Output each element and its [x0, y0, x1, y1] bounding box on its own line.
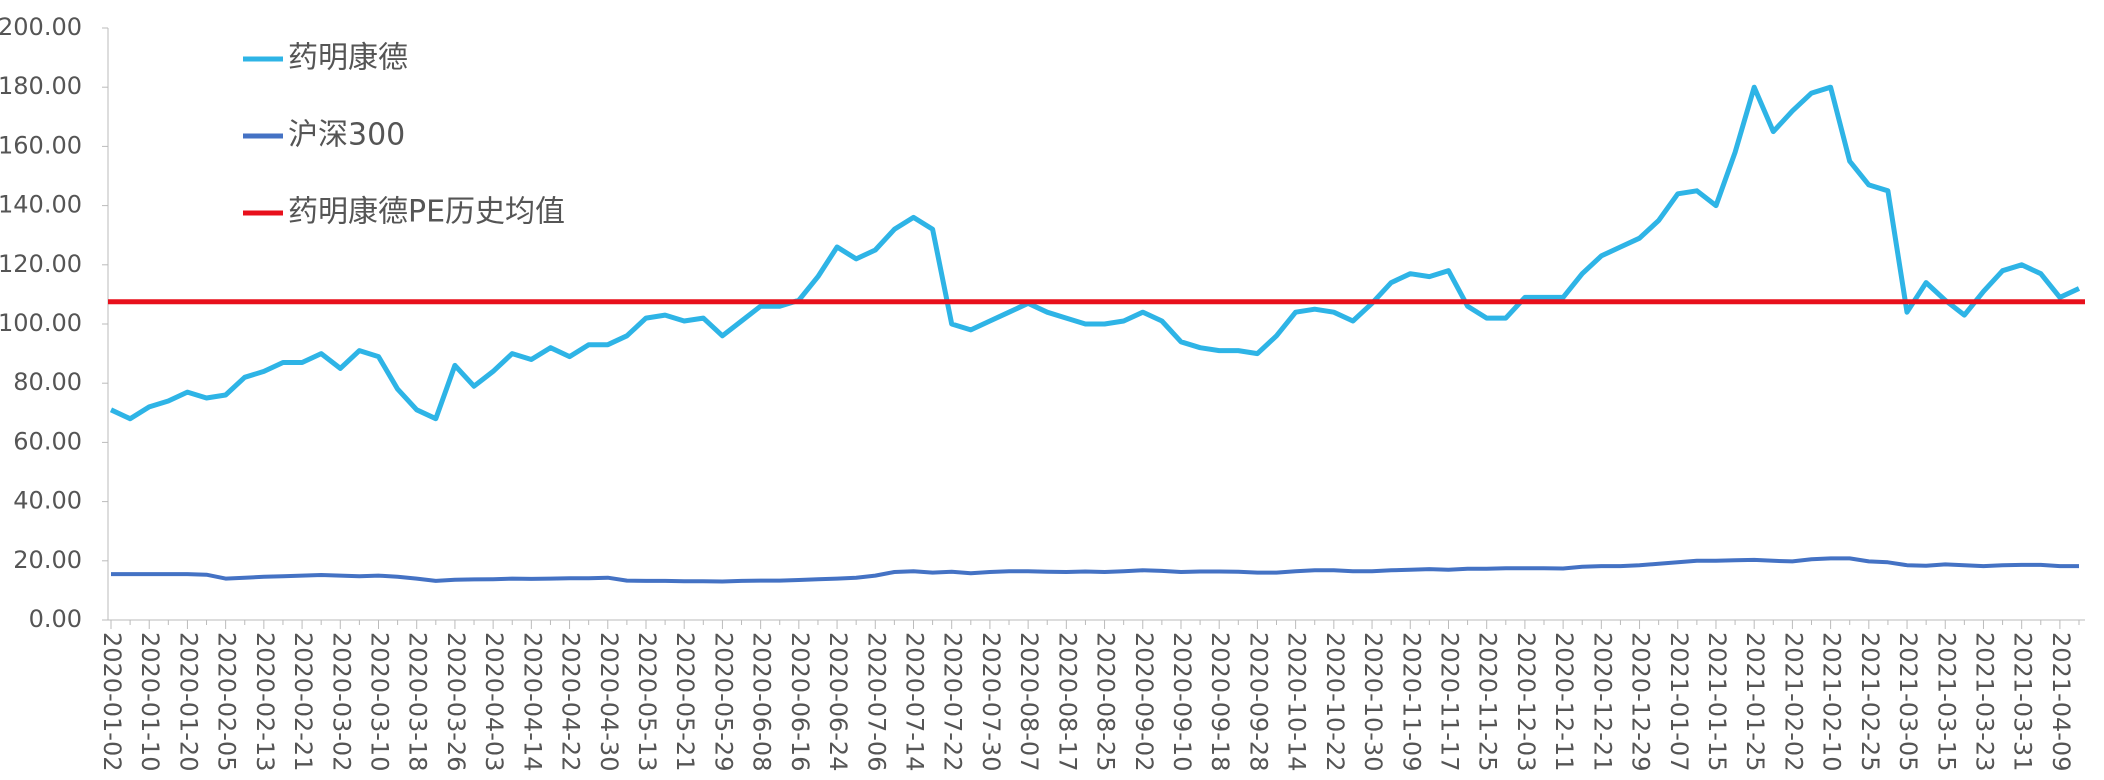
y-tick-label: 20.00: [13, 546, 82, 574]
x-tick-label: 2020-04-14: [518, 632, 546, 771]
x-tick-label: 2021-01-15: [1703, 632, 1731, 771]
x-tick-label: 2020-03-02: [327, 632, 355, 771]
x-tick-label: 2020-02-13: [251, 632, 279, 771]
x-tick-label: 2021-03-31: [2009, 632, 2037, 771]
y-tick-label: 140.00: [0, 191, 82, 219]
x-tick-label: 2020-09-02: [1130, 632, 1158, 771]
x-tick-label: 2020-10-30: [1359, 632, 1387, 771]
x-tick-label: 2020-12-11: [1550, 632, 1578, 771]
x-tick-label: 2020-02-21: [289, 632, 317, 771]
x-tick-label: 2020-04-22: [557, 632, 585, 771]
legend-label: 药明康德PE历史均值: [288, 195, 565, 230]
data-line: [109, 84, 2081, 422]
x-tick-label: 2020-05-29: [709, 632, 737, 771]
x-tick-label: 2021-01-25: [1741, 632, 1769, 771]
x-tick-label: 2021-03-15: [1932, 632, 1960, 771]
x-tick-label: 2020-10-14: [1283, 632, 1311, 771]
x-tick-label: 2020-08-17: [1053, 632, 1081, 771]
data-line: [111, 556, 2079, 584]
legend-label: 沪深300: [288, 118, 405, 153]
y-tick-label: 0.00: [29, 605, 82, 633]
y-tick-label: 200.00: [0, 13, 82, 41]
x-tick-label: 2021-02-25: [1856, 632, 1884, 771]
x-tick-label: 2020-06-24: [824, 632, 852, 771]
x-tick-label: 2020-07-30: [977, 632, 1005, 771]
x-tick-label: 2020-07-14: [900, 632, 928, 771]
x-tick-label: 2020-12-03: [1512, 632, 1540, 771]
y-tick-label: 180.00: [0, 72, 82, 100]
legend-label: 药明康德: [288, 41, 408, 76]
x-tick-label: 2020-07-06: [862, 632, 890, 771]
x-tick-label: 2021-02-02: [1779, 632, 1807, 771]
x-tick-label: 2020-07-22: [939, 632, 967, 771]
x-tick-label: 2020-01-02: [98, 632, 126, 771]
x-tick-label: 2020-10-22: [1321, 632, 1349, 771]
x-tick-label: 2020-04-03: [480, 632, 508, 771]
x-tick-label: 2020-03-10: [365, 632, 393, 771]
x-tick-label: 2020-09-10: [1168, 632, 1196, 771]
x-tick-label: 2021-01-07: [1665, 632, 1693, 771]
x-tick-label: 2020-01-10: [136, 632, 164, 771]
x-tick-label: 2020-08-25: [1092, 632, 1120, 771]
x-tick-label: 2020-03-26: [442, 632, 470, 771]
x-tick-label: 2020-11-17: [1435, 632, 1463, 771]
x-tick-label: 2020-06-08: [748, 632, 776, 771]
x-tick-label: 2020-11-25: [1474, 632, 1502, 771]
x-tick-label: 2020-05-13: [633, 632, 661, 771]
x-tick-label: 2021-03-05: [1894, 632, 1922, 771]
x-tick-label: 2020-12-21: [1588, 632, 1616, 771]
y-tick-label: 100.00: [0, 309, 82, 337]
x-tick-label: 2020-09-28: [1244, 632, 1272, 771]
y-tick-label: 120.00: [0, 250, 82, 278]
x-tick-label: 2021-03-23: [1970, 632, 1998, 771]
x-tick-label: 2021-04-09: [2047, 632, 2075, 771]
y-tick-label: 40.00: [13, 487, 82, 515]
x-tick-label: 2020-05-21: [671, 632, 699, 771]
x-tick-label: 2020-04-30: [595, 632, 623, 771]
x-tick-label: 2020-06-16: [786, 632, 814, 771]
x-tick-label: 2020-08-07: [1015, 632, 1043, 771]
x-tick-label: 2020-01-20: [174, 632, 202, 771]
y-tick-label: 60.00: [13, 427, 82, 455]
x-tick-label: 2020-11-09: [1397, 632, 1425, 771]
y-tick-label: 80.00: [13, 368, 82, 396]
x-tick-label: 2020-12-29: [1627, 632, 1655, 771]
x-tick-label: 2020-02-05: [213, 632, 241, 771]
x-tick-label: 2020-09-18: [1206, 632, 1234, 771]
x-tick-label: 2021-02-10: [1818, 632, 1846, 771]
y-tick-label: 160.00: [0, 131, 82, 159]
x-tick-label: 2020-03-18: [404, 632, 432, 771]
